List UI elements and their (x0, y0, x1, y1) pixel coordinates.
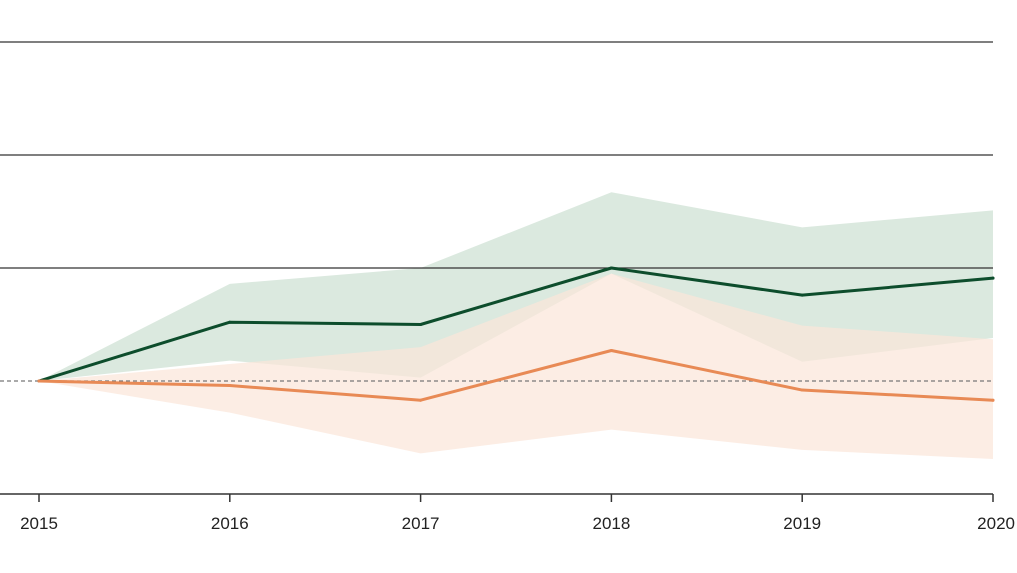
x-tick-label: 2019 (783, 514, 821, 533)
series-0-point (991, 276, 995, 280)
gridlines (0, 41, 993, 382)
x-tick-label: 2020 (977, 514, 1015, 533)
x-axis: 2015 2016 2017 2018 2019 2020 (0, 493, 1015, 533)
x-tick-label: 2015 (20, 514, 58, 533)
x-tick-label: 2017 (402, 514, 440, 533)
series-1-band (39, 273, 993, 459)
series-1-point (228, 384, 232, 388)
series-lines (37, 266, 995, 402)
series-1-point (609, 348, 613, 352)
x-tick-label: 2016 (211, 514, 249, 533)
series-0-point (228, 320, 232, 324)
series-0-point (609, 266, 613, 270)
confidence-bands (39, 192, 993, 459)
series-1-point (991, 398, 995, 402)
series-0-point (800, 293, 804, 297)
series-1-point (419, 398, 423, 402)
series-1-point (800, 388, 804, 392)
series-0-line (37, 266, 995, 383)
x-tick-label: 2018 (592, 514, 630, 533)
series-0-point (419, 323, 423, 326)
series-1-point (37, 379, 41, 383)
series-1-line (37, 348, 995, 402)
